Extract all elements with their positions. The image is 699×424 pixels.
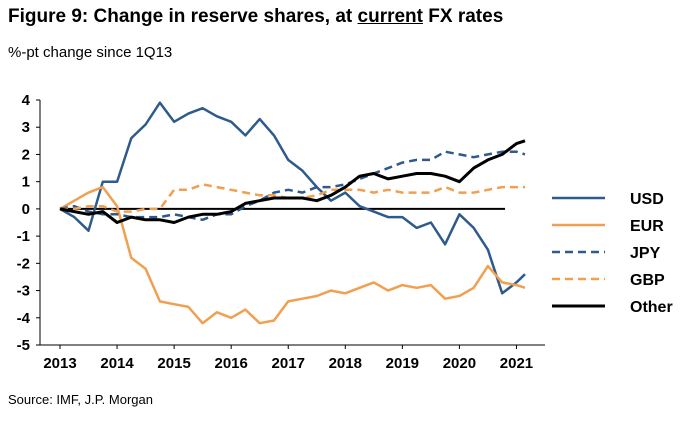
source-note: Source: IMF, J.P. Morgan bbox=[8, 392, 153, 407]
y-tick-label: 2 bbox=[22, 146, 30, 163]
x-tick-label: 2013 bbox=[43, 355, 76, 372]
y-tick-label: 1 bbox=[22, 174, 30, 191]
chart-title-underlined: current bbox=[357, 6, 423, 27]
y-tick-label: 4 bbox=[22, 92, 31, 109]
series-line-other bbox=[59, 139, 526, 224]
chart-legend: USD EUR JPY GBP Other bbox=[552, 191, 673, 316]
legend-label-other: Other bbox=[630, 299, 673, 316]
chart-title-prefix: Figure 9: Change in reserve shares, at bbox=[8, 6, 358, 27]
legend-label-gbp: GBP bbox=[630, 272, 665, 289]
y-tick-label: -4 bbox=[17, 310, 31, 327]
series-layer bbox=[59, 101, 526, 325]
chart-axes: -5 -4 -3 -2 -1 0 1 2 3 4 2013 2014 2015 2016 2017 2018 2… bbox=[17, 92, 545, 372]
y-tick-label: -2 bbox=[17, 255, 30, 272]
series-line-eur bbox=[59, 185, 526, 325]
y-tick-label: -5 bbox=[17, 337, 30, 354]
legend-label-jpy: JPY bbox=[630, 245, 661, 262]
x-tick-label: 2015 bbox=[157, 355, 190, 372]
x-tick-label: 2016 bbox=[214, 355, 247, 372]
x-tick-label: 2018 bbox=[329, 355, 362, 372]
x-tick-label: 2019 bbox=[386, 355, 419, 372]
legend-label-usd: USD bbox=[630, 191, 664, 208]
chart-title: Figure 9: Change in reserve shares, at c… bbox=[8, 6, 503, 28]
chart-title-suffix: FX rates bbox=[423, 6, 504, 27]
y-tick-label: -3 bbox=[17, 283, 30, 300]
x-tick-label: 2017 bbox=[272, 355, 305, 372]
y-tick-label: -1 bbox=[17, 228, 30, 245]
legend-label-eur: EUR bbox=[630, 218, 664, 235]
x-tick-label: 2014 bbox=[100, 355, 134, 372]
chart-subtitle: %-pt change since 1Q13 bbox=[8, 44, 173, 61]
x-tick-label: 2020 bbox=[443, 355, 476, 372]
y-tick-label: 3 bbox=[22, 119, 30, 136]
x-tick-label: 2021 bbox=[500, 355, 533, 372]
y-tick-label: 0 bbox=[22, 201, 30, 218]
series-line-usd bbox=[59, 101, 526, 295]
